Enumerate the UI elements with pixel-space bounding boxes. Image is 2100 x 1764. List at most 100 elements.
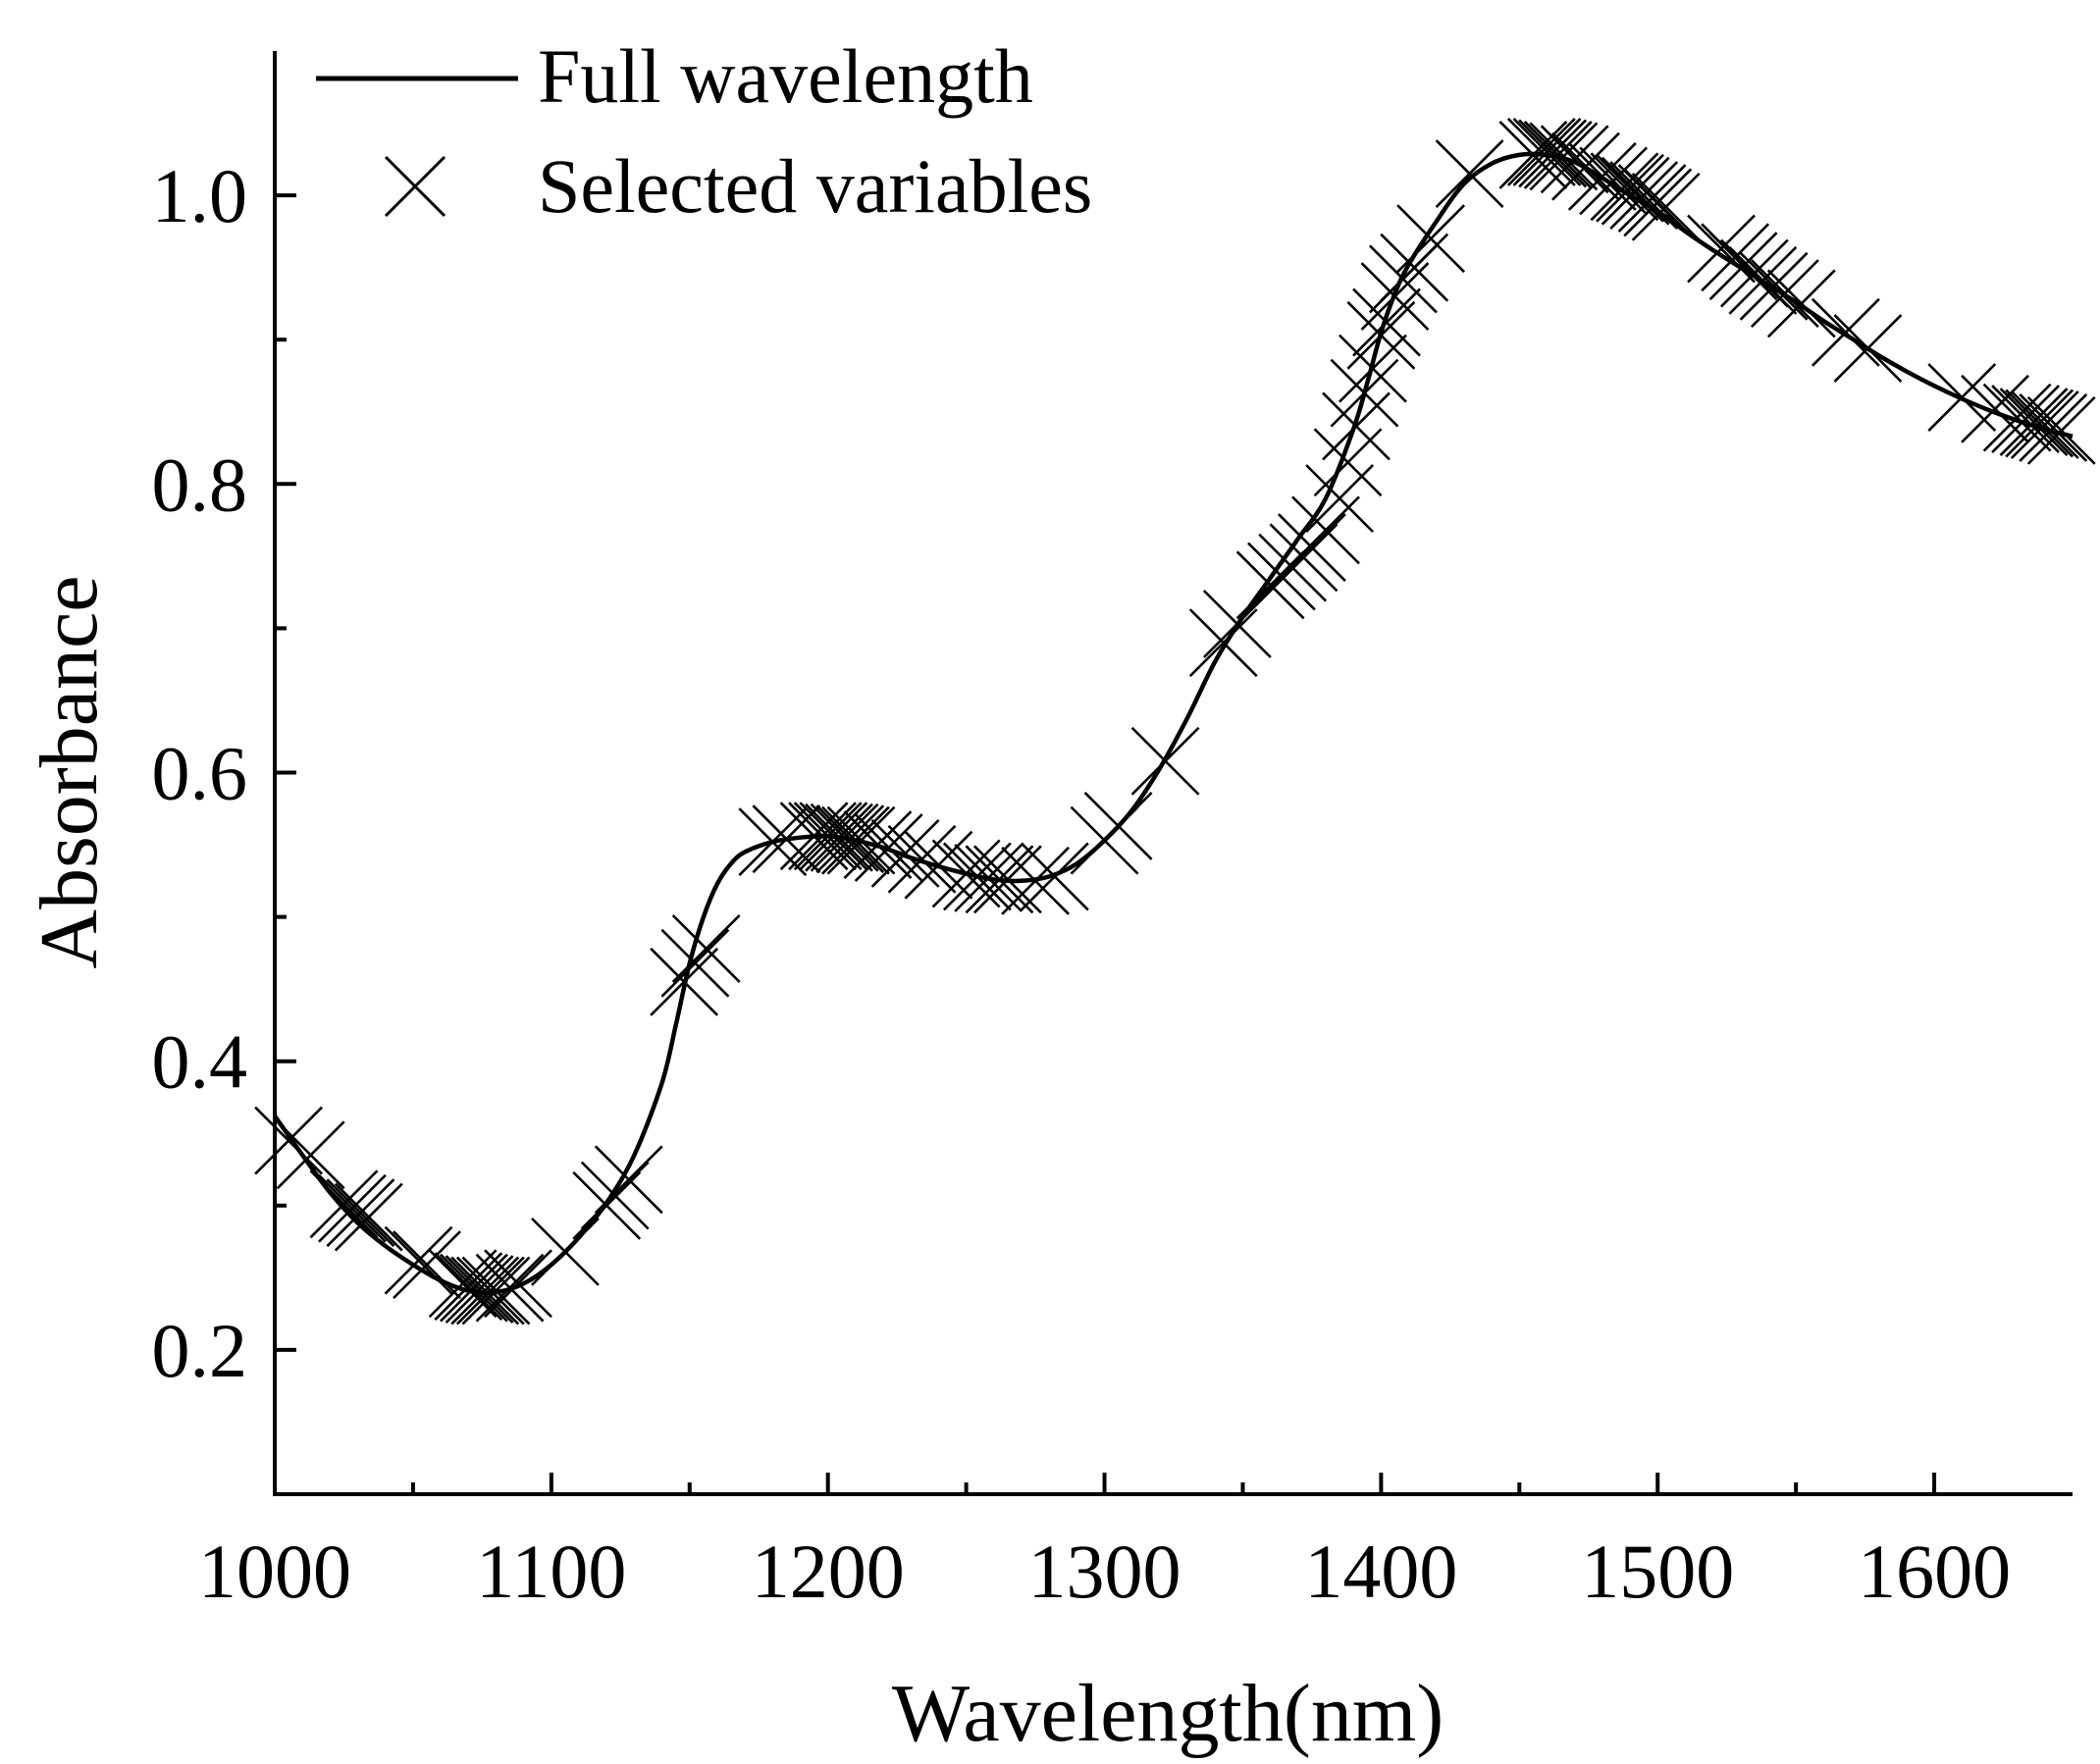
y-axis-title: Absorbance [24, 575, 115, 968]
selected-variable-marker [1601, 156, 1670, 226]
x-tick-label: 1400 [1304, 1529, 1457, 1614]
selected-variable-marker [671, 914, 741, 983]
selected-variable-marker [1396, 204, 1466, 274]
selected-variable-marker [820, 805, 890, 875]
selected-variable-marker [1596, 153, 1664, 223]
selected-variable-marker [1278, 513, 1346, 582]
selected-variable-marker [954, 843, 1024, 912]
x-tick-label: 1100 [476, 1529, 626, 1614]
legend-label-full-wavelength: Full wavelength [538, 33, 1033, 119]
y-tick-label: 0.4 [152, 1019, 248, 1105]
selected-variable-marker [843, 810, 913, 879]
legend-x-marker-swatch [384, 155, 446, 218]
selected-variable-marker [450, 1256, 520, 1325]
selected-variable-marker [276, 1120, 345, 1190]
selected-variable-marker [572, 1170, 642, 1240]
selected-variable-marker [1766, 269, 1836, 338]
y-tick-label: 0.6 [152, 731, 248, 816]
selected-variable-marker [1728, 245, 1798, 315]
selected-variable-marker [1567, 142, 1637, 211]
selected-variable-marker [1020, 842, 1089, 911]
x-axis-title: Wavelength(nm) [892, 1668, 1444, 1759]
selected-variable-marker [475, 1253, 545, 1323]
selected-variable-marker [1130, 726, 1200, 796]
selected-variable-marker [1506, 118, 1576, 186]
selected-variable-marker [1999, 388, 2069, 456]
selected-variable-marker [393, 1230, 461, 1300]
selected-variable-marker [1708, 232, 1778, 301]
selected-variable-marker [1750, 259, 1819, 329]
selected-variable-marker [1551, 131, 1620, 201]
selected-variable-marker [1305, 464, 1375, 533]
y-tick-label: 1.0 [152, 153, 248, 238]
selected-variable-marker [594, 1145, 663, 1215]
selected-variable-marker [650, 947, 719, 1016]
legend: Full wavelength Selected variables [316, 33, 1092, 229]
selected-variable-marker [2005, 389, 2074, 458]
selected-variable-marker [317, 1173, 387, 1243]
selected-variable-marker [1269, 523, 1339, 593]
selected-variable-marker [1339, 334, 1407, 403]
selected-variable-marker [1360, 262, 1430, 331]
selected-variable-marker [810, 803, 879, 872]
selected-variable-marker [1202, 590, 1272, 658]
series-full-wavelength-line [273, 151, 2074, 1295]
selected-variable-marker [1523, 120, 1593, 189]
selected-variable-marker [1623, 168, 1693, 237]
selected-variable-marker [965, 845, 1034, 914]
selected-variable-marker [887, 824, 957, 894]
series-selected-variables-markers [254, 118, 2096, 1325]
selected-variable-marker [904, 830, 973, 900]
selected-variable-marker [309, 1169, 379, 1239]
selected-variable-marker [1961, 374, 2030, 443]
selected-variable-marker [1631, 172, 1701, 241]
x-tick-label: 1000 [198, 1529, 351, 1614]
x-tick-label: 1200 [752, 1529, 905, 1614]
selected-variable-marker [2019, 393, 2088, 462]
selected-variable-marker [1991, 385, 2061, 454]
y-tick-label: 0.8 [152, 441, 248, 527]
selected-variable-marker [1188, 608, 1258, 678]
selected-variable-marker [1435, 139, 1504, 208]
selected-variable-marker [793, 802, 863, 871]
selected-variable-marker [1001, 846, 1070, 915]
selected-variable-marker [326, 1178, 395, 1248]
selected-variable-marker [254, 1106, 324, 1175]
selected-variable-marker [2010, 390, 2079, 459]
selected-variable-marker [1346, 300, 1416, 370]
selected-variable-marker [1512, 118, 1582, 186]
selected-variable-marker [826, 805, 896, 875]
y-tick-label: 0.2 [152, 1308, 248, 1393]
selected-variable-marker [440, 1253, 508, 1323]
selected-variable-marker [1352, 287, 1421, 357]
plot-area [254, 118, 2096, 1325]
selected-variable-marker [384, 1225, 453, 1295]
selected-variable-marker [1529, 122, 1599, 191]
selected-variable-marker [531, 1217, 600, 1286]
x-axis-ticks: 1000 1100 1200 1300 1400 1500 1600 [198, 1473, 2011, 1614]
selected-variable-marker [580, 1161, 650, 1230]
legend-label-selected-variables: Selected variables [538, 143, 1092, 229]
x-tick-label: 1300 [1028, 1529, 1181, 1614]
selected-variable-marker [1083, 792, 1153, 860]
selected-variable-marker [334, 1182, 403, 1252]
selected-variable-marker [1609, 161, 1679, 231]
x-tick-label: 1500 [1581, 1529, 1734, 1614]
selected-variable-marker [1833, 314, 1903, 383]
selected-variable-marker [1590, 152, 1659, 222]
selected-variable-marker [455, 1256, 525, 1325]
selected-variable-marker [660, 928, 730, 998]
x-tick-label: 1600 [1858, 1529, 2011, 1614]
selected-variable-marker [1811, 297, 1880, 367]
selected-variable-marker [1322, 391, 1391, 461]
selected-variable-marker [484, 1249, 552, 1319]
y-axis-ticks: 0.2 0.4 0.6 0.8 1.0 [152, 153, 296, 1496]
selected-variable-marker [799, 802, 868, 871]
selected-variable-marker [2026, 395, 2096, 465]
selected-variable-marker [942, 842, 1012, 911]
selected-variable-marker [461, 1256, 531, 1325]
selected-variable-marker [815, 804, 885, 874]
selected-variable-marker [1330, 358, 1399, 428]
selected-variable-marker [1687, 214, 1756, 284]
